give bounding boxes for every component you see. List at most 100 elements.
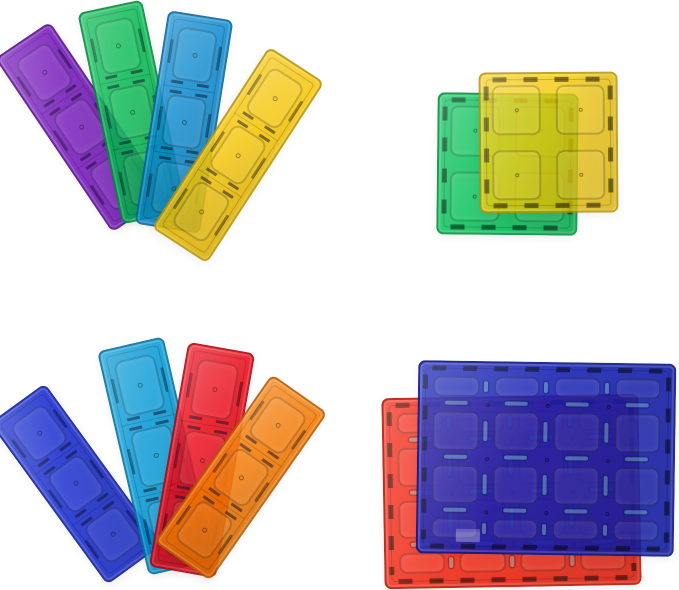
channel-magnet bbox=[564, 455, 588, 461]
rivet-dot bbox=[199, 457, 205, 463]
tile-cell bbox=[507, 409, 565, 432]
cell-inset bbox=[556, 149, 606, 200]
rivet-dot bbox=[449, 438, 454, 443]
cell-inset bbox=[613, 412, 661, 454]
rivet-dot bbox=[604, 511, 609, 516]
tile-cell bbox=[142, 145, 205, 226]
magnet-slot bbox=[169, 480, 186, 496]
rivet-dot bbox=[485, 403, 490, 408]
channel-magnet bbox=[507, 415, 512, 427]
channel-magnet bbox=[625, 402, 650, 408]
cell-inset bbox=[209, 445, 273, 510]
channel-magnet bbox=[468, 435, 493, 441]
magnet-dashes-top bbox=[395, 399, 625, 409]
magnet-dashes-left bbox=[420, 374, 429, 540]
magnet-dashes-top bbox=[451, 97, 565, 104]
cell-inset bbox=[81, 502, 144, 566]
channel-magnet bbox=[543, 421, 548, 442]
cell-inset bbox=[170, 26, 219, 85]
rivet-dot bbox=[514, 173, 519, 178]
cell-inset bbox=[517, 444, 565, 485]
rivet-dot bbox=[274, 421, 282, 429]
rivet-dot bbox=[200, 526, 208, 534]
cell-inset bbox=[491, 85, 541, 136]
cell-inset bbox=[514, 171, 565, 223]
tile-cell bbox=[541, 509, 600, 542]
channel-magnet bbox=[569, 555, 575, 567]
cell-inset bbox=[456, 411, 504, 433]
channel-magnet bbox=[591, 539, 615, 545]
rivet-dot bbox=[186, 527, 193, 534]
magnet-dashes-left bbox=[483, 86, 490, 200]
channel-magnet bbox=[565, 402, 589, 407]
rivet-dot bbox=[509, 437, 514, 442]
cell-inset bbox=[112, 352, 167, 419]
cell-inset bbox=[492, 411, 540, 452]
magnet-slot bbox=[184, 150, 199, 165]
magnet-slot bbox=[126, 416, 143, 432]
rivet-dot bbox=[450, 491, 455, 496]
light-blue-long-tile bbox=[97, 336, 215, 576]
magnet-dashes-right bbox=[628, 407, 637, 571]
rivet-dot bbox=[211, 386, 218, 393]
cell-inset bbox=[612, 520, 660, 542]
tile-cell bbox=[99, 68, 165, 151]
cell-inset bbox=[614, 377, 662, 400]
tile-cell bbox=[542, 455, 600, 507]
channel-magnet bbox=[507, 455, 513, 475]
cell-inset bbox=[163, 499, 216, 563]
dark-blue-long-tile bbox=[0, 383, 163, 585]
tile-cell bbox=[483, 375, 541, 399]
cell-inset bbox=[553, 377, 601, 399]
tile-cell bbox=[156, 485, 223, 571]
channel-magnet bbox=[448, 509, 453, 529]
rivet-dot bbox=[510, 490, 515, 495]
channel-magnet bbox=[529, 434, 553, 440]
rivet-dot bbox=[271, 94, 279, 102]
rivet-dot bbox=[77, 123, 85, 131]
tile-cell bbox=[603, 402, 662, 454]
rivet-dot bbox=[114, 42, 121, 49]
rivet-dot bbox=[473, 128, 478, 133]
magnet-dashes-left bbox=[441, 106, 448, 221]
cell-inset bbox=[398, 499, 446, 540]
tile-cell bbox=[121, 409, 191, 497]
magnet-slot bbox=[153, 409, 169, 426]
cell-inset bbox=[432, 375, 480, 397]
orange-long-tile bbox=[154, 374, 328, 581]
channel-magnet bbox=[504, 454, 528, 460]
tile-cell bbox=[35, 441, 116, 525]
tile-cell bbox=[398, 542, 447, 575]
channel-magnet bbox=[481, 523, 486, 535]
tile-cell bbox=[430, 454, 479, 505]
tile-cell bbox=[238, 384, 318, 467]
cell-inset bbox=[129, 423, 183, 489]
magnet-slot bbox=[130, 68, 146, 84]
tile-cell bbox=[569, 539, 628, 571]
cell-inset bbox=[188, 357, 241, 421]
magnet-dashes-top bbox=[432, 365, 663, 374]
tile-cell bbox=[396, 411, 445, 434]
rivet-dot bbox=[143, 175, 150, 182]
cell-inset bbox=[92, 15, 143, 76]
magnet-slot bbox=[236, 110, 255, 129]
tile-cell bbox=[72, 492, 153, 576]
cell-inset bbox=[430, 517, 478, 540]
channel-magnet bbox=[446, 416, 452, 428]
tile-cell bbox=[602, 456, 661, 507]
magnet-slot bbox=[158, 145, 174, 161]
channel-magnet bbox=[604, 382, 609, 394]
rivet-dot bbox=[511, 543, 516, 548]
tile-cell bbox=[447, 435, 505, 487]
magnet-slot bbox=[79, 152, 98, 171]
rivet-dot bbox=[538, 129, 543, 134]
tile-cell bbox=[602, 510, 660, 543]
tile-cell bbox=[431, 400, 480, 451]
magnet-slot bbox=[64, 83, 83, 102]
magnet-slot bbox=[239, 434, 258, 453]
cell-inset bbox=[450, 105, 501, 157]
rivet-dot bbox=[571, 542, 576, 547]
